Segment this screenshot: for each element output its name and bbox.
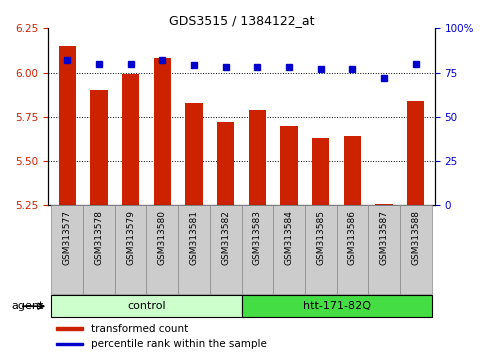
Text: GSM313584: GSM313584	[284, 210, 294, 265]
Bar	[52, 295, 242, 318]
Bar	[83, 205, 115, 294]
Text: GSM313583: GSM313583	[253, 210, 262, 265]
Text: GSM313587: GSM313587	[380, 210, 388, 265]
Bar	[146, 205, 178, 294]
Title: GDS3515 / 1384122_at: GDS3515 / 1384122_at	[169, 14, 314, 27]
Bar	[400, 205, 431, 294]
Bar	[210, 205, 242, 294]
Text: GSM313581: GSM313581	[189, 210, 199, 265]
Text: transformed count: transformed count	[91, 324, 188, 333]
Text: GSM313580: GSM313580	[158, 210, 167, 265]
Bar	[90, 90, 108, 205]
Bar	[280, 126, 298, 205]
Bar	[217, 122, 234, 205]
Text: GSM313585: GSM313585	[316, 210, 325, 265]
Text: htt-171-82Q: htt-171-82Q	[302, 301, 370, 311]
Bar	[56, 327, 83, 330]
Bar	[56, 343, 83, 346]
Text: agent: agent	[11, 301, 43, 311]
Text: percentile rank within the sample: percentile rank within the sample	[91, 339, 267, 349]
Text: GSM313582: GSM313582	[221, 210, 230, 265]
Text: GSM313579: GSM313579	[126, 210, 135, 265]
Bar	[122, 74, 140, 205]
Bar	[273, 205, 305, 294]
Text: GSM313577: GSM313577	[63, 210, 72, 265]
Bar	[115, 205, 146, 294]
Bar	[375, 204, 393, 205]
Bar	[249, 110, 266, 205]
Bar	[178, 205, 210, 294]
Text: GSM313578: GSM313578	[95, 210, 103, 265]
Bar	[185, 103, 203, 205]
Bar	[52, 205, 83, 294]
Bar	[154, 58, 171, 205]
Bar	[343, 136, 361, 205]
Bar	[368, 205, 400, 294]
Bar	[305, 205, 337, 294]
Bar	[312, 138, 329, 205]
Bar	[407, 101, 425, 205]
Bar	[242, 205, 273, 294]
Bar	[337, 205, 368, 294]
Bar	[242, 295, 431, 318]
Text: GSM313586: GSM313586	[348, 210, 357, 265]
Text: control: control	[127, 301, 166, 311]
Text: GSM313588: GSM313588	[411, 210, 420, 265]
Bar	[58, 46, 76, 205]
